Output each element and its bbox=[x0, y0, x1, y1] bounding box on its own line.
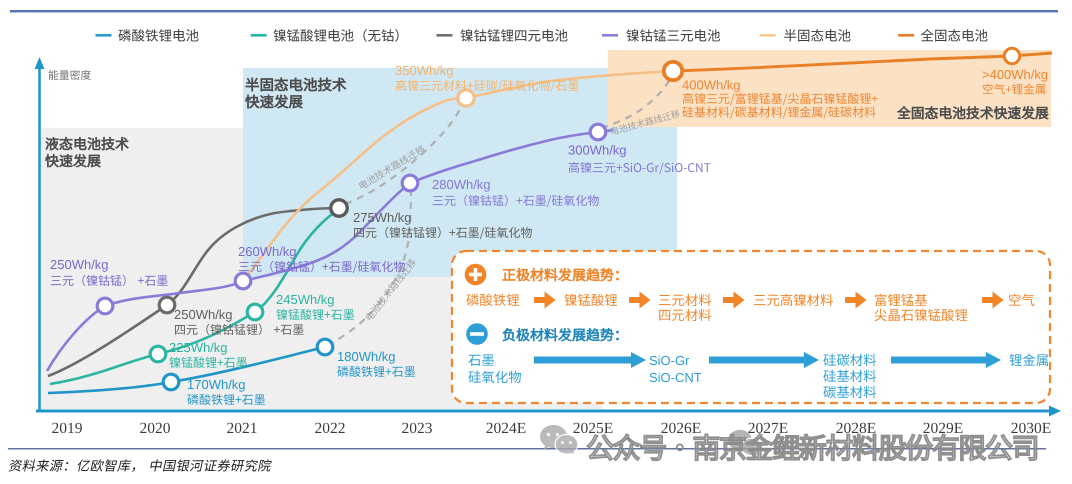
svg-text:2021: 2021 bbox=[227, 420, 258, 437]
svg-text:2019: 2019 bbox=[52, 420, 83, 437]
svg-text:2030E: 2030E bbox=[1011, 420, 1051, 437]
svg-text:180Wh/kg: 180Wh/kg bbox=[337, 349, 396, 364]
svg-text:2020: 2020 bbox=[140, 420, 171, 437]
svg-text:400Wh/kg: 400Wh/kg bbox=[682, 78, 741, 93]
svg-text:2025E: 2025E bbox=[573, 420, 613, 437]
svg-text:280Wh/kg: 280Wh/kg bbox=[432, 177, 491, 192]
svg-text:SiO-CNT: SiO-CNT bbox=[649, 370, 702, 385]
svg-text:2024E: 2024E bbox=[486, 420, 526, 437]
svg-text:2027E: 2027E bbox=[748, 420, 788, 437]
svg-text:245Wh/kg: 245Wh/kg bbox=[276, 292, 335, 307]
svg-text:SiO-Gr: SiO-Gr bbox=[649, 353, 690, 368]
svg-text:2023: 2023 bbox=[402, 420, 433, 437]
svg-text:2029E: 2029E bbox=[923, 420, 963, 437]
svg-text:>400Wh/kg: >400Wh/kg bbox=[982, 67, 1048, 82]
svg-text:260Wh/kg: 260Wh/kg bbox=[238, 244, 297, 259]
svg-text:2028E: 2028E bbox=[836, 420, 876, 437]
svg-text:2022: 2022 bbox=[315, 420, 346, 437]
svg-text:170Wh/kg: 170Wh/kg bbox=[187, 377, 246, 392]
svg-text:225Wh/kg: 225Wh/kg bbox=[169, 340, 228, 355]
svg-text:275Wh/kg: 275Wh/kg bbox=[353, 210, 412, 225]
svg-text:350Wh/kg: 350Wh/kg bbox=[395, 63, 454, 78]
svg-text:300Wh/kg: 300Wh/kg bbox=[568, 143, 627, 158]
svg-text:2026E: 2026E bbox=[661, 420, 701, 437]
svg-text:250Wh/kg: 250Wh/kg bbox=[50, 257, 109, 272]
svg-text:250Wh/kg: 250Wh/kg bbox=[174, 307, 233, 322]
